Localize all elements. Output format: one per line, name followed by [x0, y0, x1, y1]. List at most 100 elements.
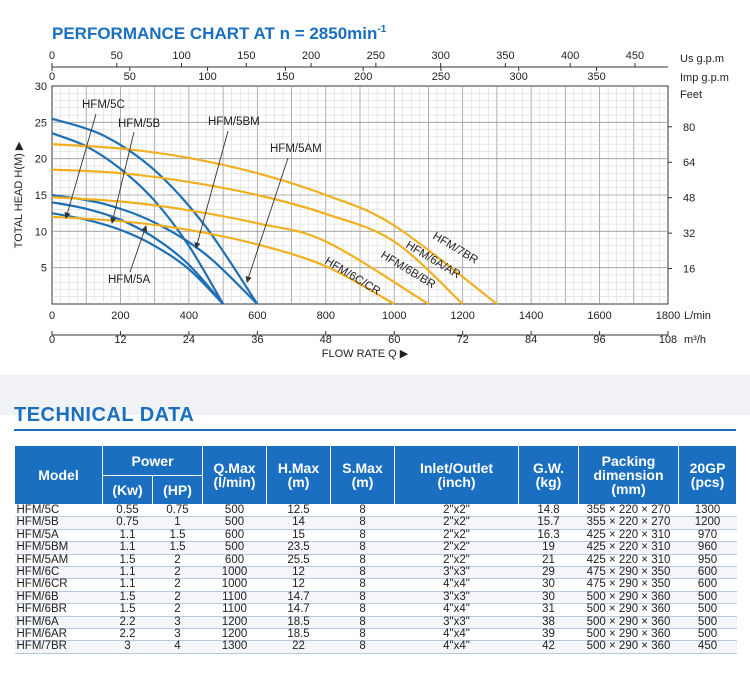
table-cell: 31	[518, 603, 579, 617]
tick-label-us-gpm: 450	[626, 50, 644, 62]
series-layer	[51, 117, 498, 305]
table-cell: 1000	[202, 578, 267, 592]
header-inlet-outlet: Inlet/Outlet (inch)	[394, 445, 520, 505]
table-cell: 600	[202, 554, 267, 568]
tick-label-us-gpm: 50	[111, 50, 123, 62]
table-cell: 1300	[678, 504, 737, 518]
table-cell: 2	[152, 566, 203, 580]
table-cell: 600	[678, 566, 737, 580]
tick-label-imp-gpm: 350	[587, 71, 605, 83]
tick-label-m3h: 108	[659, 334, 677, 346]
tick-label-feet: 16	[683, 264, 695, 276]
model-cell: HFM/6A	[14, 616, 103, 630]
table-row: HFM/5A 1.1 1.5 600 15 8 2"x2" 16.3 425 × 220 × 3…	[14, 529, 737, 543]
tick-label-us-gpm: 300	[431, 50, 449, 62]
table-cell: 500 × 290 × 360	[578, 603, 679, 617]
table-cell: 8	[330, 504, 395, 518]
model-cell: HFM/5C	[14, 504, 103, 518]
header-hmax: H.Max (m)	[266, 445, 332, 505]
table-cell: 1100	[202, 603, 267, 617]
table-cell: 0.55	[102, 504, 153, 518]
table-cell: 8	[330, 516, 395, 530]
title-underline	[14, 429, 736, 431]
table-cell: 1.5	[102, 554, 153, 568]
table-cell: 600	[678, 578, 737, 592]
tick-label-x: 0	[49, 310, 55, 322]
model-cell: HFM/6C	[14, 566, 103, 580]
table-cell: 2"x2"	[394, 541, 519, 555]
m3h-unit: m³/h	[684, 334, 706, 346]
table-row: HFM/6A 2.2 3 1200 18.5 8 3"x3" 38 500 × 290 × 36…	[14, 616, 737, 630]
table-cell: 12.5	[266, 504, 331, 518]
model-cell: HFM/5B	[14, 516, 103, 530]
table-row: HFM/5B 0.75 1 500 14 8 2"x2" 15.7 355 × 220 × 27…	[14, 516, 737, 530]
table-cell: 500	[202, 516, 267, 530]
table-cell: 500	[678, 591, 737, 605]
tick-label-us-gpm: 350	[496, 50, 514, 62]
table-cell: 14.8	[518, 504, 579, 518]
table-cell: 2	[152, 591, 203, 605]
curve-label: HFM/5B	[118, 118, 161, 130]
table-cell: 1.1	[102, 529, 153, 543]
table-cell: 475 × 290 × 350	[578, 578, 679, 592]
table-cell: 2"x2"	[394, 529, 519, 543]
tick-label-m3h: 36	[251, 334, 263, 346]
tick-label-us-gpm: 400	[561, 50, 579, 62]
table-cell: 2	[152, 578, 203, 592]
tick-label-y: 30	[35, 81, 47, 93]
table-cell: 8	[330, 541, 395, 555]
table-row: HFM/5BM 1.1 1.5 500 23.5 8 2"x2" 19 425 × 220 × …	[14, 541, 737, 555]
series-line-hfm-6b-br	[51, 196, 429, 305]
table-cell: 1200	[202, 628, 267, 642]
table-cell: 1000	[202, 566, 267, 580]
table-cell: 4"x4"	[394, 578, 519, 592]
x-axis-label: FLOW RATE Q ▶	[322, 348, 409, 360]
table-cell: 3"x3"	[394, 616, 519, 630]
table-cell: 1200	[202, 616, 267, 630]
tick-label-y: 5	[41, 263, 47, 275]
table-cell: 3	[152, 628, 203, 642]
table-cell: 500 × 290 × 360	[578, 628, 679, 642]
header-power: Power	[101, 445, 204, 476]
header-model: Model	[14, 445, 103, 505]
table-cell: 1.1	[102, 566, 153, 580]
x-unit: L/min	[684, 310, 711, 322]
table-cell: 1.5	[152, 541, 203, 555]
curve-label: HFM/5AM	[270, 143, 322, 155]
table-row: HFM/5C 0.55 0.75 500 12.5 8 2"x2" 14.8 355 × 220…	[14, 504, 737, 518]
tick-label-m3h: 84	[525, 334, 537, 346]
table-cell: 30	[518, 591, 579, 605]
table-cell: 2.2	[102, 616, 153, 630]
table-cell: 18.5	[266, 616, 331, 630]
tick-label-y: 15	[35, 190, 47, 202]
table-cell: 8	[330, 628, 395, 642]
table-cell: 14	[266, 516, 331, 530]
tick-label-feet: 32	[683, 228, 695, 240]
table-cell: 0.75	[152, 504, 203, 518]
table-cell: 475 × 290 × 350	[578, 566, 679, 580]
tick-label-feet: 80	[683, 122, 695, 134]
tick-label-us-gpm: 100	[172, 50, 190, 62]
us-gpm-unit: Us g.p.m	[680, 53, 724, 65]
tick-label-m3h: 72	[457, 334, 469, 346]
table-cell: 4"x4"	[394, 628, 519, 642]
table-cell: 970	[678, 529, 737, 543]
table-cell: 3"x3"	[394, 566, 519, 580]
tick-label-x: 400	[180, 310, 198, 322]
model-cell: HFM/6CR	[14, 578, 103, 592]
table-cell: 1.5	[102, 603, 153, 617]
table-cell: 12	[266, 578, 331, 592]
tick-label-x: 1200	[450, 310, 474, 322]
tick-label-x: 1400	[519, 310, 543, 322]
table-row: HFM/6BR 1.5 2 1100 14.7 8 4"x4" 31 500 × 290 × 3…	[14, 603, 737, 617]
tick-label-m3h: 60	[388, 334, 400, 346]
tick-label-imp-gpm: 100	[198, 71, 216, 83]
tick-label-x: 1800	[656, 310, 680, 322]
table-cell: 2	[152, 554, 203, 568]
table-cell: 15	[266, 529, 331, 543]
table-cell: 2"x2"	[394, 504, 519, 518]
series-line-hfm-5b	[51, 201, 224, 305]
label-leader-arrow	[194, 130, 229, 249]
table-cell: 500	[678, 616, 737, 630]
